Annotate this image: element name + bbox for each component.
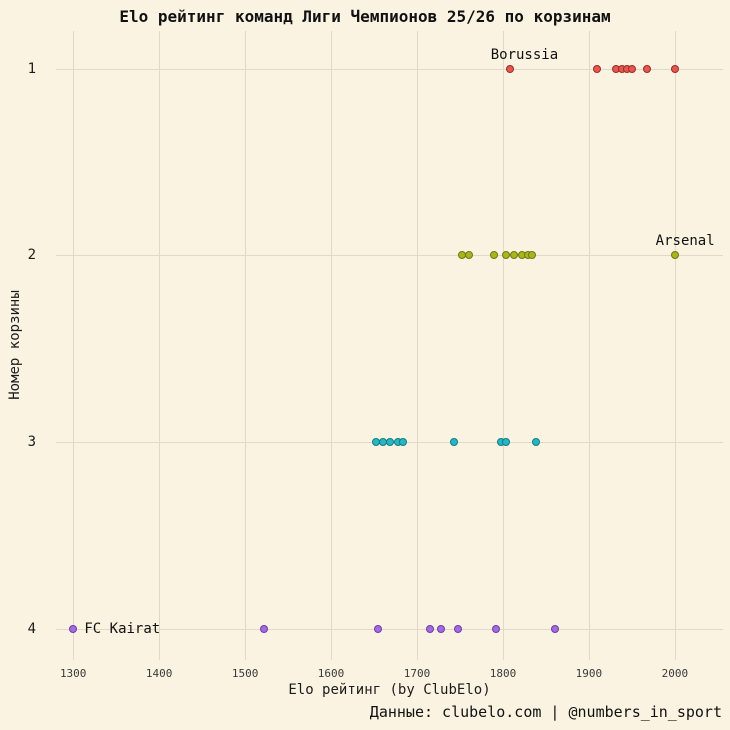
data-point	[457, 251, 466, 260]
data-point	[449, 437, 458, 446]
annotation-label: FC Kairat	[84, 620, 161, 637]
y-tick-label: 1	[27, 60, 36, 77]
data-point	[386, 437, 395, 446]
plot-area: 1300 1400 1500 1600 1700 1800 1900 2000 1 2 3 4 Boru…	[28, 31, 723, 680]
x-gridline	[417, 31, 418, 660]
data-point	[490, 251, 499, 260]
data-point	[510, 251, 519, 260]
y-tick-label: 4	[27, 620, 36, 637]
data-point	[465, 251, 474, 260]
y-gridline	[56, 255, 723, 257]
x-tick-label: 1700	[403, 667, 431, 680]
data-point	[670, 251, 679, 260]
data-point	[627, 64, 636, 73]
data-point	[374, 624, 383, 633]
data-point	[642, 64, 651, 73]
x-tick-label: 1900	[575, 667, 603, 680]
data-point	[505, 64, 514, 73]
x-tick-label: 1300	[59, 667, 87, 680]
data-point	[501, 251, 510, 260]
x-tick-label: 1500	[231, 667, 259, 680]
data-point	[69, 624, 78, 633]
data-point	[425, 624, 434, 633]
x-tick-label: 1600	[317, 667, 345, 680]
chart-title: Elo рейтинг команд Лиги Чемпионов 25/26 …	[119, 7, 611, 26]
annotation-label: Arsenal	[655, 233, 715, 250]
x-gridline	[73, 31, 75, 660]
data-point	[371, 437, 380, 446]
data-point	[437, 624, 446, 633]
x-axis-label: Elo рейтинг (by ClubElo)	[288, 682, 491, 698]
y-tick-label: 3	[27, 433, 36, 450]
x-gridline	[502, 31, 504, 660]
y-axis-label: Номер корзины	[7, 290, 23, 400]
x-gridline	[674, 31, 676, 660]
x-gridline	[245, 31, 247, 660]
x-gridline	[159, 31, 161, 660]
data-point	[528, 251, 537, 260]
data-point	[260, 624, 268, 633]
y-gridline	[56, 68, 723, 70]
data-point	[532, 437, 541, 446]
data-source-caption: Данные: clubelo.com | @numbers_in_sport	[369, 703, 722, 721]
x-gridline	[588, 31, 590, 660]
data-point	[454, 624, 463, 633]
x-tick-label: 2000	[661, 667, 689, 680]
data-point	[492, 624, 501, 633]
x-gridline	[331, 31, 333, 660]
data-point	[550, 624, 559, 633]
x-tick-label: 1800	[489, 667, 517, 680]
x-tick-label: 1400	[145, 667, 173, 680]
annotation-label: Borussia	[490, 46, 559, 63]
data-point	[399, 437, 408, 446]
data-point	[592, 64, 601, 73]
y-tick-label: 2	[27, 247, 36, 264]
y-gridline	[56, 628, 723, 630]
data-point	[501, 437, 510, 446]
data-point	[670, 64, 679, 73]
